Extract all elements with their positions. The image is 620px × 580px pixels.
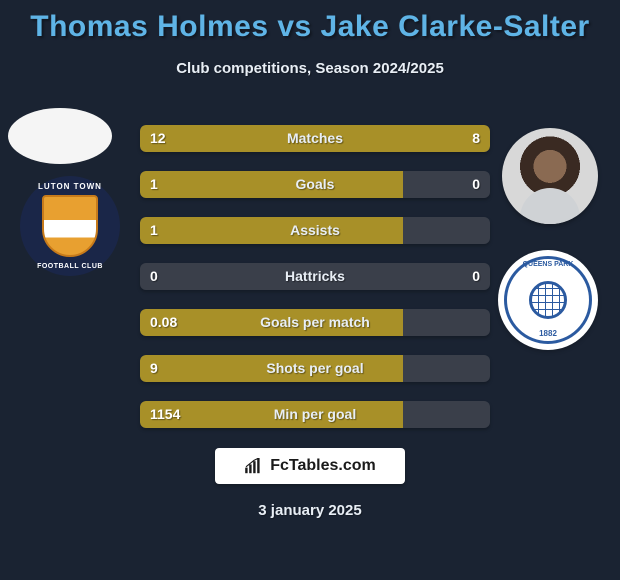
- branding-badge: FcTables.com: [215, 448, 405, 484]
- stat-row: 1154Min per goal: [140, 401, 490, 428]
- club-left-name-top: LUTON TOWN: [20, 182, 120, 191]
- stat-row: 128Matches: [140, 125, 490, 152]
- club-right-crest: QUEENS PARK 1882: [498, 250, 598, 350]
- club-left-name-bottom: FOOTBALL CLUB: [20, 263, 120, 270]
- player-left-avatar: [8, 108, 112, 164]
- subtitle: Club competitions, Season 2024/2025: [0, 60, 620, 77]
- shield-icon: [42, 195, 98, 257]
- stat-row: 00Hattricks: [140, 263, 490, 290]
- page-title: Thomas Holmes vs Jake Clarke-Salter: [0, 0, 620, 44]
- stat-label: Hattricks: [140, 263, 490, 290]
- stat-row: 10Goals: [140, 171, 490, 198]
- stat-label: Goals: [140, 171, 490, 198]
- date-text: 3 january 2025: [0, 502, 620, 519]
- branding-text: FcTables.com: [270, 457, 376, 475]
- stat-label: Min per goal: [140, 401, 490, 428]
- player-right-avatar: [502, 128, 598, 224]
- stat-row: 9Shots per goal: [140, 355, 490, 382]
- stat-row: 1Assists: [140, 217, 490, 244]
- football-icon: [529, 281, 567, 319]
- stat-label: Goals per match: [140, 309, 490, 336]
- club-right-year: 1882: [507, 329, 589, 338]
- chart-icon: [244, 458, 264, 474]
- stat-label: Assists: [140, 217, 490, 244]
- club-right-name-top: QUEENS PARK: [507, 261, 589, 268]
- club-left-crest: LUTON TOWN FOOTBALL CLUB: [20, 176, 120, 276]
- stat-label: Matches: [140, 125, 490, 152]
- comparison-bars: 128Matches 10Goals 1Assists 00Hattricks 0.08…: [140, 125, 490, 447]
- stat-row: 0.08Goals per match: [140, 309, 490, 336]
- stat-label: Shots per goal: [140, 355, 490, 382]
